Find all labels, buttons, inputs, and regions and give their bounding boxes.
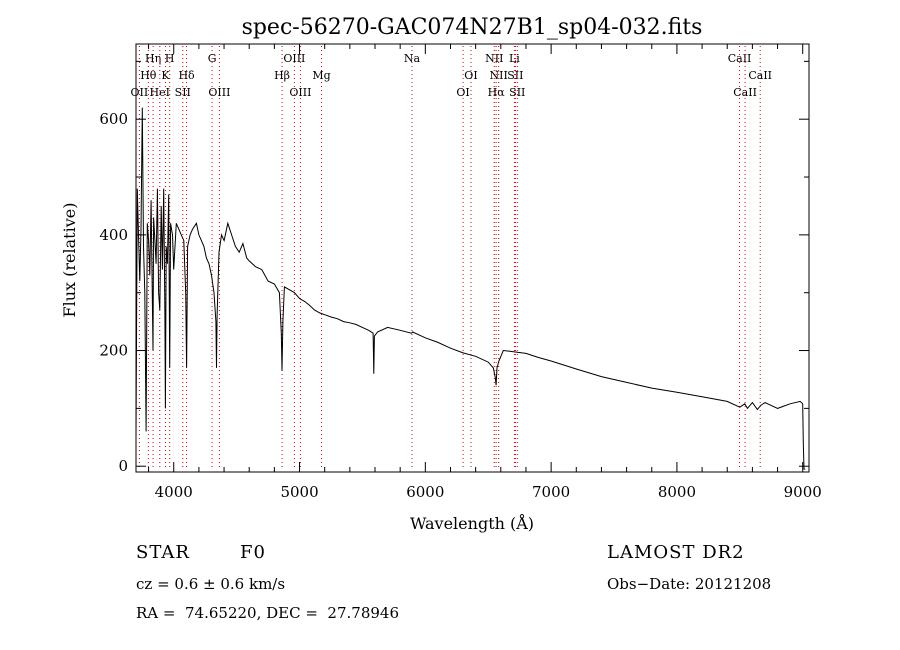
object-subclass: F0: [240, 542, 266, 563]
chart-title: spec-56270-GAC074N27B1_sp04-032.fits: [242, 15, 703, 40]
spectral-line-label: Mg: [312, 69, 330, 82]
spectral-line-label: Hβ: [274, 69, 290, 82]
spectral-line-label: Hα: [488, 86, 506, 99]
x-axis-label: Wavelength (Å): [410, 513, 534, 533]
spectral-line-label: OIII: [283, 52, 305, 65]
y-tick-label: 400: [99, 226, 128, 244]
spectral-line-label: Li: [509, 52, 520, 65]
plot-frame: [135, 43, 810, 473]
spectral-line-label: OI: [464, 69, 477, 82]
y-tick-label: 0: [118, 457, 128, 475]
x-tick-label: 7000: [532, 483, 570, 501]
redshift-cz: cz = 0.6 ± 0.6 km/s: [136, 575, 286, 593]
spectral-line-label: Hη: [145, 52, 161, 65]
spectral-line-label: G: [208, 52, 217, 65]
y-axis-label: Flux (relative): [60, 203, 79, 318]
spectral-line-label: SII: [175, 86, 191, 99]
spectral-line-label: SII: [509, 86, 525, 99]
spectral-line-label: NII: [490, 69, 508, 82]
spectral-line-label: OI: [456, 86, 469, 99]
spectral-line-label: SII: [507, 69, 523, 82]
spectral-line-markers: OIIHθHηHeIKHSIIHδGOIIIHβOIIIOIIIMgNaOIOI…: [131, 46, 772, 470]
spectral-line-label: CaII: [728, 52, 752, 65]
spectral-line-label: Hδ: [178, 69, 195, 82]
survey-name: LAMOST DR2: [607, 542, 745, 563]
observation-date: Obs−Date: 20121208: [607, 575, 772, 593]
ra-dec-coordinates: RA = 74.65220, DEC = 27.78946: [136, 604, 400, 622]
x-tick-label: 8000: [658, 483, 696, 501]
y-tick-label: 600: [99, 110, 128, 128]
spectral-line-label: OIII: [289, 86, 311, 99]
spectral-line-label: Hθ: [140, 69, 157, 82]
spectral-line-label: H: [165, 52, 175, 65]
axis-ticks: 4000 5000 6000 7000 8000 9000 0 200 400 600: [99, 44, 822, 501]
spectral-line-label: OIII: [208, 86, 230, 99]
spectral-line-label: CaII: [748, 69, 772, 82]
x-tick-label: 4000: [155, 483, 193, 501]
x-tick-label: 5000: [280, 483, 318, 501]
spectrum-series-line: [135, 107, 806, 470]
object-class: STAR: [136, 542, 190, 563]
x-tick-label: 9000: [784, 483, 822, 501]
spectral-line-label: HeI: [150, 86, 170, 99]
spectral-line-label: K: [161, 69, 170, 82]
y-tick-label: 200: [99, 342, 128, 360]
spectral-line-label: NII: [485, 52, 503, 65]
spectral-line-label: OII: [131, 86, 149, 99]
spectral-line-label: Na: [404, 52, 421, 65]
spectral-line-label: CaII: [733, 86, 757, 99]
x-tick-label: 6000: [406, 483, 444, 501]
